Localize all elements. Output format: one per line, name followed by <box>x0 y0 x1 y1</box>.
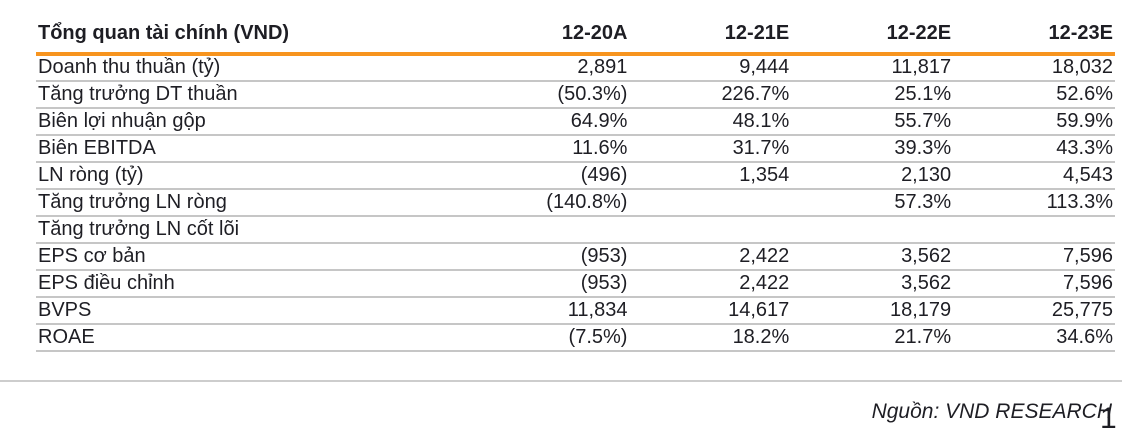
cell-value: 25.1% <box>791 81 954 109</box>
row-label: ROAE <box>36 324 468 352</box>
table-row: EPS điều chỉnh (953) 2,422 3,562 7,596 <box>36 270 1115 298</box>
cell-value <box>467 216 630 244</box>
cell-value: 21.7% <box>791 324 954 352</box>
cell-value: 2,891 <box>467 54 630 82</box>
row-label: Tăng trưởng LN ròng <box>36 189 468 217</box>
cell-value: 1,354 <box>629 162 792 190</box>
column-header-12-20a: 12-20A <box>467 20 630 56</box>
cell-value <box>791 216 954 244</box>
cell-value: 2,130 <box>791 162 954 190</box>
page-number: 1 <box>1100 402 1117 435</box>
table-row: Biên lợi nhuận gộp 64.9% 48.1% 55.7% 59.… <box>36 108 1115 136</box>
cell-value: (496) <box>467 162 630 190</box>
cell-value: 2,422 <box>629 270 792 298</box>
table-row: Tăng trưởng LN cốt lõi <box>36 216 1115 244</box>
cell-value: 9,444 <box>629 54 792 82</box>
row-label: EPS điều chỉnh <box>36 270 468 298</box>
cell-value: 11.6% <box>467 135 630 163</box>
cell-value: 43.3% <box>953 135 1115 163</box>
cell-value: 226.7% <box>629 81 792 109</box>
cell-value <box>629 189 792 217</box>
cell-value: 64.9% <box>467 108 630 136</box>
cell-value: 3,562 <box>791 270 954 298</box>
table-title: Tổng quan tài chính (VND) <box>36 20 468 56</box>
row-label: Tăng trưởng DT thuần <box>36 81 468 109</box>
table-row: BVPS 11,834 14,617 18,179 25,775 <box>36 297 1115 325</box>
row-label: Doanh thu thuần (tỷ) <box>36 54 468 82</box>
row-label: Tăng trưởng LN cốt lõi <box>36 216 468 244</box>
cell-value <box>629 216 792 244</box>
cell-value: (953) <box>467 270 630 298</box>
cell-value: 18,032 <box>953 54 1115 82</box>
cell-value: 11,817 <box>791 54 954 82</box>
cell-value: 59.9% <box>953 108 1115 136</box>
cell-value: 34.6% <box>953 324 1115 352</box>
cell-value: (50.3%) <box>467 81 630 109</box>
table-row: EPS cơ bản (953) 2,422 3,562 7,596 <box>36 243 1115 271</box>
cell-value: 113.3% <box>953 189 1115 217</box>
column-header-12-23e: 12-23E <box>953 20 1115 56</box>
cell-value: 3,562 <box>791 243 954 271</box>
table-row: Tăng trưởng DT thuần (50.3%) 226.7% 25.1… <box>36 81 1115 109</box>
cell-value: 39.3% <box>791 135 954 163</box>
row-label: LN ròng (tỷ) <box>36 162 468 190</box>
table-header-row: Tổng quan tài chính (VND) 12-20A 12-21E … <box>36 20 1115 56</box>
row-label: Biên EBITDA <box>36 135 468 163</box>
cell-value: 52.6% <box>953 81 1115 109</box>
row-label: Biên lợi nhuận gộp <box>36 108 468 136</box>
cell-value: (7.5%) <box>467 324 630 352</box>
cell-value: 55.7% <box>791 108 954 136</box>
cell-value: 48.1% <box>629 108 792 136</box>
source-attribution: Nguồn: VND RESEARCH <box>871 400 1112 423</box>
section-divider-rule <box>0 380 1122 382</box>
column-header-12-21e: 12-21E <box>629 20 792 56</box>
row-label: EPS cơ bản <box>36 243 468 271</box>
cell-value: 4,543 <box>953 162 1115 190</box>
cell-value: 18.2% <box>629 324 792 352</box>
table-row: Doanh thu thuần (tỷ) 2,891 9,444 11,817 … <box>36 54 1115 82</box>
cell-value: 31.7% <box>629 135 792 163</box>
row-label: BVPS <box>36 297 468 325</box>
cell-value: 7,596 <box>953 270 1115 298</box>
cell-value: 57.3% <box>791 189 954 217</box>
cell-value: 25,775 <box>953 297 1115 325</box>
cell-value: 2,422 <box>629 243 792 271</box>
cell-value: 14,617 <box>629 297 792 325</box>
column-header-12-22e: 12-22E <box>791 20 954 56</box>
financial-overview-table: Tổng quan tài chính (VND) 12-20A 12-21E … <box>36 20 1115 352</box>
cell-value: 18,179 <box>791 297 954 325</box>
cell-value <box>953 216 1115 244</box>
cell-value: (953) <box>467 243 630 271</box>
cell-value: 11,834 <box>467 297 630 325</box>
table-row: LN ròng (tỷ) (496) 1,354 2,130 4,543 <box>36 162 1115 190</box>
table-row: Tăng trưởng LN ròng (140.8%) 57.3% 113.3… <box>36 189 1115 217</box>
cell-value: 7,596 <box>953 243 1115 271</box>
cell-value: (140.8%) <box>467 189 630 217</box>
table-row: Biên EBITDA 11.6% 31.7% 39.3% 43.3% <box>36 135 1115 163</box>
table-row: ROAE (7.5%) 18.2% 21.7% 34.6% <box>36 324 1115 352</box>
